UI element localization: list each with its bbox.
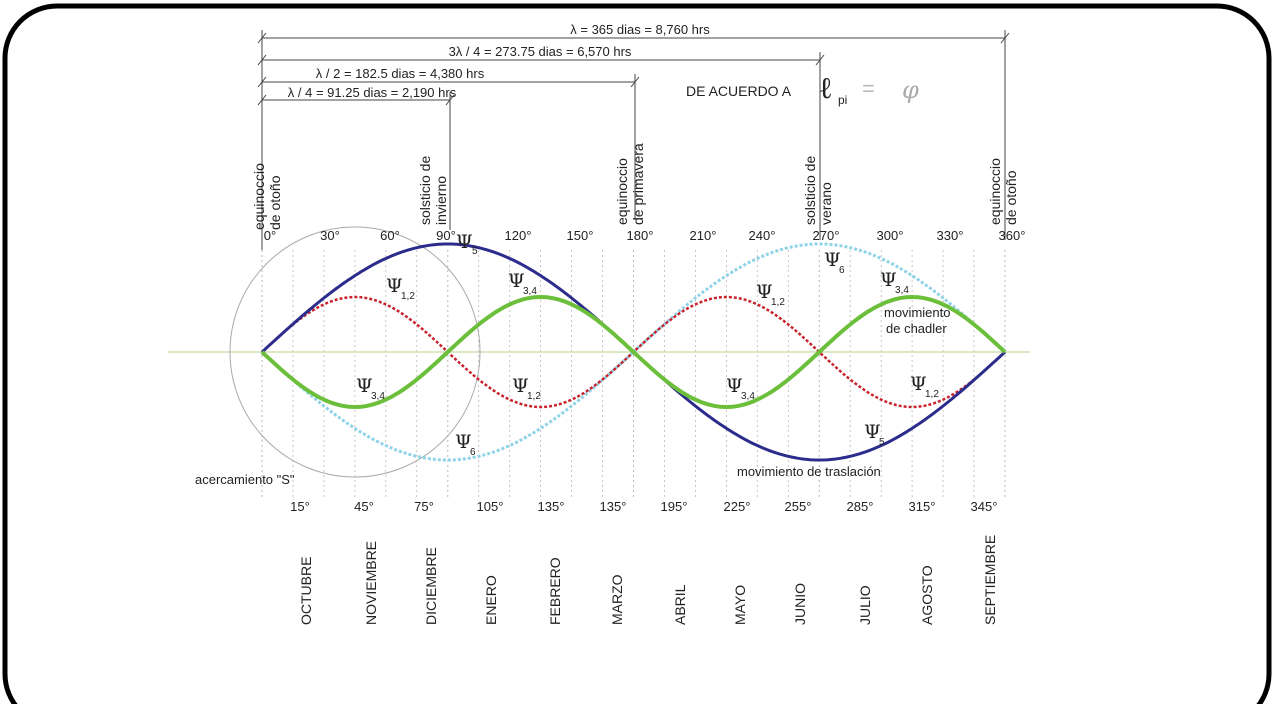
month-label-enero: ENERO [483, 575, 499, 625]
formula-ell-symbol: ℓ [820, 71, 831, 106]
period-half-label: λ / 2 = 182.5 dias = 4,380 hrs [316, 66, 485, 81]
month-label-abril: ABRIL [672, 584, 688, 625]
psi12-subscript: 1,2 [527, 391, 541, 402]
bottom-angle-label: 315° [909, 499, 936, 514]
bottom-angle-label: 135° [600, 499, 627, 514]
event-label-3-line1: solsticio de [802, 156, 818, 225]
approach-circle [229, 226, 481, 478]
psi5-symbol: Ψ [456, 231, 473, 253]
month-labels: OCTUBRE NOVIEMBRE DICIEMBRE ENERO FEBRER… [298, 535, 998, 625]
bottom-angle-labels: 15° 45° 75° 105° 135° 135° 195° 225° 255… [290, 499, 997, 514]
bottom-angle-label: 195° [661, 499, 688, 514]
psi12-symbol: Ψ [756, 281, 773, 303]
bottom-angle-label: 285° [847, 499, 874, 514]
event-label-4-line1: equinoccio [987, 158, 1003, 225]
top-angle-label: 360° [999, 228, 1026, 243]
psi6-curve [260, 242, 1007, 462]
psi5-symbol: Ψ [864, 421, 881, 443]
psi12-symbol: Ψ [386, 275, 403, 297]
formula-prefix: DE ACUERDO A [686, 83, 792, 99]
event-label-0-line2: de otoño [267, 175, 283, 230]
psi5-subscript: 5 [879, 437, 885, 448]
event-label-1-line2: invierno [433, 176, 449, 225]
month-label-marzo: MARZO [609, 574, 625, 625]
bottom-angle-label: 345° [971, 499, 998, 514]
psi34-subscript: 3,4 [523, 286, 537, 297]
top-angle-label: 300° [877, 228, 904, 243]
psi6-subscript: 6 [470, 447, 476, 458]
top-angle-labels: 0° 30° 60° 90° 120° 150° 180° 210° 240° … [264, 228, 1026, 243]
event-label-3-line2: verano [818, 182, 834, 225]
psi6-subscript: 6 [839, 265, 845, 276]
formula-equals: = [862, 76, 875, 101]
top-angle-label: 120° [505, 228, 532, 243]
psi12-symbol: Ψ [910, 373, 927, 395]
event-label-0-line1: equinoccio [251, 163, 267, 230]
month-label-octubre: OCTUBRE [298, 557, 314, 625]
period-full-label: λ = 365 dias = 8,760 hrs [570, 22, 710, 37]
top-angle-label: 60° [380, 228, 400, 243]
bottom-angle-label: 75° [414, 499, 434, 514]
psi34-subscript: 3,4 [895, 285, 909, 296]
psi5-subscript: 5 [472, 246, 478, 257]
acercamiento-label: acercamiento "S" [195, 472, 295, 487]
psi34-subscript: 3,4 [371, 391, 385, 402]
formula-subscript: pi [838, 93, 847, 107]
top-angle-label: 0° [264, 228, 276, 243]
chadler-label-line1: movimiento [884, 305, 950, 320]
psi6-symbol: Ψ [824, 249, 841, 271]
period-three-quarter-label: 3λ / 4 = 273.75 dias = 6,570 hrs [449, 44, 632, 59]
psi-labels: Ψ 5 Ψ 1,2 Ψ 3,4 Ψ 3,4 Ψ 1,2 Ψ 6 Ψ 1,2 Ψ … [356, 231, 939, 458]
psi6-symbol: Ψ [455, 431, 472, 453]
event-label-4-line2: de otoño [1003, 170, 1019, 225]
month-label-mayo: MAYO [732, 585, 748, 625]
event-label-2-line2: de primavera [630, 143, 646, 225]
event-labels: equinoccio de otoño solsticio de inviern… [251, 143, 1019, 230]
event-label-2-line1: equinoccio [614, 158, 630, 225]
top-angle-label: 330° [937, 228, 964, 243]
top-angle-label: 30° [320, 228, 340, 243]
psi34-curve [260, 294, 1007, 410]
month-label-agosto: AGOSTO [919, 565, 935, 625]
top-angle-label: 210° [690, 228, 717, 243]
psi34-symbol: Ψ [356, 375, 373, 397]
psi12-subscript: 1,2 [925, 389, 939, 400]
psi12-subscript: 1,2 [401, 291, 415, 302]
bottom-angle-label: 15° [290, 499, 310, 514]
psi12-subscript: 1,2 [771, 297, 785, 308]
top-angle-label: 270° [813, 228, 840, 243]
event-label-1-line1: solsticio de [417, 156, 433, 225]
top-angle-label: 180° [627, 228, 654, 243]
psi34-symbol: Ψ [880, 269, 897, 291]
psi34-symbol: Ψ [726, 375, 743, 397]
formula-phi: φ [902, 76, 919, 104]
month-label-junio: JUNIO [792, 583, 808, 625]
period-dimension-lines [257, 30, 1010, 250]
bottom-angle-label: 105° [477, 499, 504, 514]
period-quarter-label: λ / 4 = 91.25 dias = 2,190 hrs [288, 85, 457, 100]
month-label-noviembre: NOVIEMBRE [363, 541, 379, 625]
month-label-febrero: FEBRERO [547, 557, 563, 625]
month-label-septiembre: SEPTIEMBRE [982, 535, 998, 625]
psi34-subscript: 3,4 [741, 391, 755, 402]
bottom-angle-label: 135° [538, 499, 565, 514]
traslacion-label: movimiento de traslación [737, 464, 881, 479]
psi34-symbol: Ψ [508, 270, 525, 292]
bottom-angle-label: 255° [785, 499, 812, 514]
top-angle-label: 150° [567, 228, 594, 243]
month-label-diciembre: DICIEMBRE [423, 547, 439, 625]
chadler-label-line2: de chadler [886, 321, 947, 336]
bottom-angle-label: 45° [354, 499, 374, 514]
bottom-angle-label: 225° [724, 499, 751, 514]
top-angle-label: 90° [436, 228, 456, 243]
grid-lines [261, 250, 1006, 500]
month-label-julio: JULIO [857, 585, 873, 625]
top-angle-label: 240° [749, 228, 776, 243]
psi12-symbol: Ψ [512, 375, 529, 397]
